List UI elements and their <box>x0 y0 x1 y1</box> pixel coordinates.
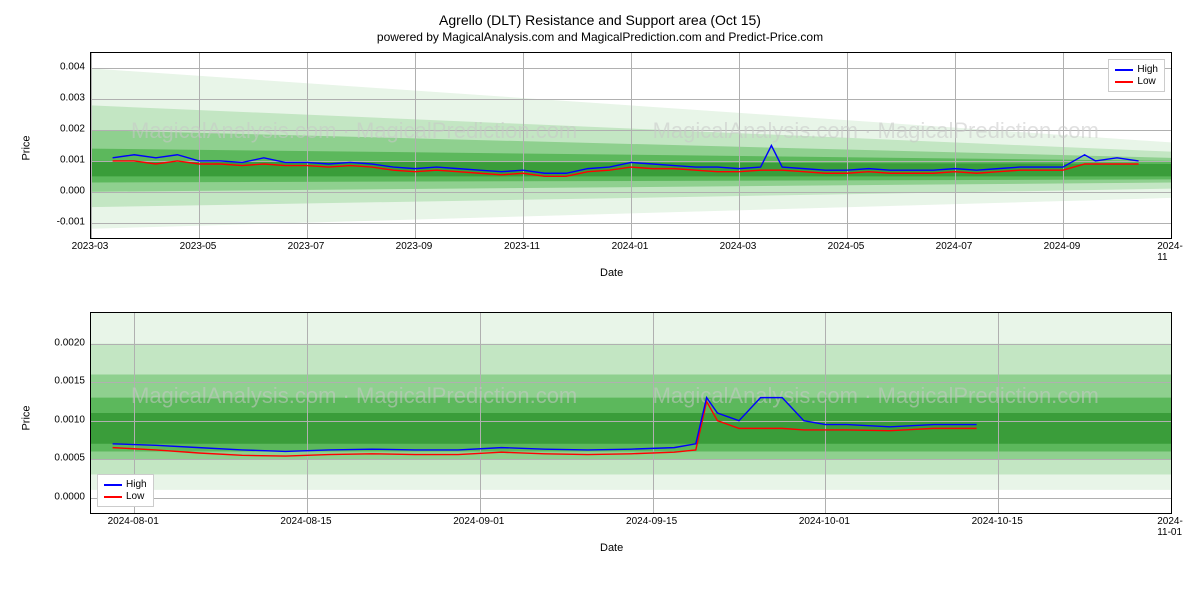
y-tick-label: 0.001 <box>35 154 85 165</box>
y-tick-label: 0.000 <box>35 185 85 196</box>
y-tick-label: 0.004 <box>35 62 85 73</box>
y-tick-label: 0.0005 <box>35 453 85 464</box>
y-axis-label-bottom: Price <box>21 405 33 430</box>
legend-label: High <box>1137 64 1158 75</box>
x-axis-label-top: Date <box>600 267 623 279</box>
legend: HighLow <box>97 474 154 507</box>
legend-swatch <box>104 496 122 498</box>
y-tick-label: 0.002 <box>35 124 85 135</box>
y-tick-label: 0.0000 <box>35 491 85 502</box>
plot-area-top: MagicalAnalysis.com · MagicalPrediction.… <box>90 52 1172 239</box>
legend-label: High <box>126 479 147 490</box>
gridline-vertical <box>1171 313 1172 513</box>
x-tick-label: 2024-08-01 <box>108 516 159 527</box>
legend-item: Low <box>1115 76 1158 87</box>
legend: HighLow <box>1108 59 1165 92</box>
x-tick-label: 2023-05 <box>180 241 217 252</box>
series-low <box>113 401 977 456</box>
legend-label: Low <box>1137 76 1155 87</box>
plot-area-bottom: MagicalAnalysis.com · MagicalPrediction.… <box>90 312 1172 514</box>
series-high <box>113 398 977 452</box>
x-tick-label: 2024-07 <box>936 241 973 252</box>
x-tick-label: 2023-11 <box>504 241 540 252</box>
x-tick-label: 2024-11-01 <box>1157 516 1183 538</box>
x-tick-label: 2024-01 <box>612 241 649 252</box>
x-tick-label: 2024-09-15 <box>626 516 677 527</box>
chart-top: MagicalAnalysis.com · MagicalPrediction.… <box>10 52 1190 292</box>
x-tick-label: 2023-03 <box>72 241 109 252</box>
chart-title: Agrello (DLT) Resistance and Support are… <box>10 12 1190 28</box>
chart-bottom: MagicalAnalysis.com · MagicalPrediction.… <box>10 312 1190 572</box>
legend-item: Low <box>104 491 147 502</box>
legend-swatch <box>104 484 122 486</box>
x-tick-label: 2024-03 <box>720 241 757 252</box>
y-tick-label: 0.0020 <box>35 337 85 348</box>
x-tick-label: 2023-07 <box>288 241 325 252</box>
y-tick-label: 0.0010 <box>35 414 85 425</box>
y-tick-label: 0.003 <box>35 93 85 104</box>
chart-subtitle: powered by MagicalAnalysis.com and Magic… <box>10 30 1190 44</box>
x-tick-label: 2024-05 <box>828 241 865 252</box>
legend-item: High <box>104 479 147 490</box>
y-tick-label: 0.0015 <box>35 376 85 387</box>
legend-swatch <box>1115 69 1133 71</box>
legend-swatch <box>1115 81 1133 83</box>
y-tick-label: -0.001 <box>35 216 85 227</box>
legend-label: Low <box>126 491 144 502</box>
x-axis-label-bottom: Date <box>600 542 623 554</box>
x-tick-label: 2024-10-15 <box>972 516 1023 527</box>
legend-item: High <box>1115 64 1158 75</box>
series-high <box>113 146 1139 174</box>
y-axis-label-top: Price <box>21 135 33 160</box>
x-tick-label: 2023-09 <box>396 241 433 252</box>
x-tick-label: 2024-09 <box>1044 241 1081 252</box>
x-tick-label: 2024-10-01 <box>799 516 850 527</box>
gridline-vertical <box>1171 53 1172 238</box>
x-tick-label: 2024-08-15 <box>280 516 331 527</box>
x-tick-label: 2024-11 <box>1157 241 1183 263</box>
x-tick-label: 2024-09-01 <box>453 516 504 527</box>
